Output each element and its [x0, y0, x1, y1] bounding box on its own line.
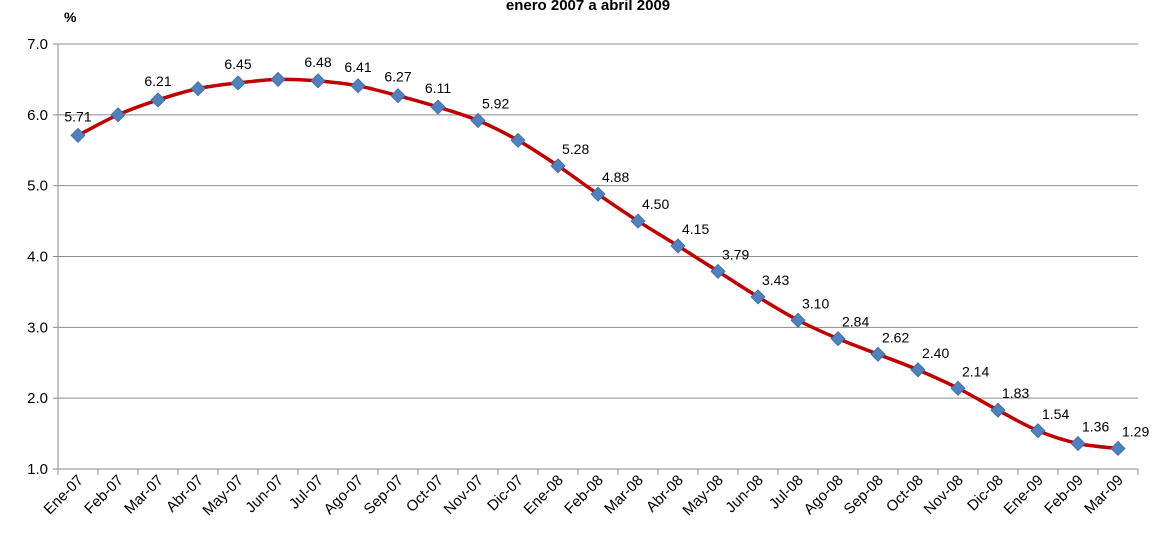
x-tick-label: Ene-07: [41, 472, 87, 518]
x-tick-label: Jun-07: [242, 472, 286, 516]
data-point-marker: [990, 402, 1006, 418]
data-label: 6.11: [425, 80, 451, 96]
data-point-marker: [950, 380, 966, 396]
data-point-marker: [1110, 440, 1126, 457]
x-tick-label: Mar-09: [1081, 472, 1127, 518]
data-label: 3.43: [762, 272, 789, 288]
chart-title: enero 2007 a abril 2009: [506, 0, 670, 14]
x-tick-label: May-07: [199, 472, 246, 519]
data-label: 1.29: [1122, 423, 1149, 439]
data-point-marker: [550, 158, 566, 174]
y-tick-label: 1.0: [27, 461, 48, 478]
x-tick-label: Ene-08: [521, 472, 567, 518]
x-tick-label: Mar-07: [121, 472, 167, 518]
x-tick-label: Ago-08: [801, 472, 847, 518]
data-point-marker: [670, 238, 686, 254]
data-point-marker: [350, 78, 366, 94]
y-tick-label: 5.0: [27, 178, 48, 195]
axes: [53, 43, 1139, 475]
x-tick-label: Sep-07: [361, 472, 407, 518]
data-point-marker: [70, 127, 86, 143]
data-label: 4.88: [602, 169, 629, 185]
data-label: 1.54: [1042, 406, 1069, 422]
data-label: 5.28: [562, 141, 589, 157]
data-label: 3.10: [802, 295, 829, 311]
data-label: 5.71: [64, 108, 91, 124]
x-tick-label: Feb-07: [81, 472, 127, 518]
y-axis-unit: %: [64, 9, 77, 25]
data-point-marker: [110, 107, 126, 123]
data-label: 3.79: [722, 246, 749, 262]
data-label: 6.41: [344, 59, 371, 75]
data-point-marker: [710, 263, 726, 279]
data-point-marker: [230, 75, 246, 91]
data-label: 5.92: [482, 96, 509, 112]
data-label: 1.36: [1082, 419, 1109, 435]
data-label: 2.84: [842, 314, 869, 330]
y-tick-label: 6.0: [27, 107, 48, 124]
x-tick-label: Dic-08: [964, 472, 1007, 515]
data-point-marker: [790, 312, 806, 328]
data-label: 6.21: [144, 73, 171, 89]
x-tick-label: Ago-07: [321, 472, 367, 518]
data-label: 6.27: [384, 69, 411, 85]
x-tick-label: Feb-09: [1041, 472, 1087, 518]
data-label: 2.14: [962, 363, 989, 379]
data-point-marker: [1030, 423, 1046, 439]
x-tick-label: Feb-08: [561, 472, 607, 518]
x-tick-label: May-08: [679, 472, 726, 519]
x-tick-label: Nov-08: [921, 472, 967, 518]
data-point-marker: [590, 186, 606, 202]
x-tick-label: Dic-07: [484, 472, 527, 515]
y-tick-labels: 1.0 2.0 3.0 4.0 5.0 6.0 7.0: [27, 36, 48, 478]
data-label: 4.50: [642, 196, 669, 212]
x-tick-label: Sep-08: [841, 472, 887, 518]
data-point-marker: [870, 346, 886, 362]
x-tick-label: Ene-09: [1001, 472, 1047, 518]
series-line: [77, 77, 1119, 451]
x-tick-label: Oct-08: [883, 472, 927, 516]
data-labels: 5.71 6.21 6.45 6.48 6.41 6.27 6.11 5.92 5.28 4.88…: [64, 54, 1149, 440]
y-tick-label: 4.0: [27, 249, 48, 266]
x-tick-label: Oct-07: [403, 472, 447, 516]
data-label: 6.48: [304, 54, 331, 70]
data-label: 2.40: [922, 345, 949, 361]
data-point-marker: [510, 132, 526, 148]
data-label: 1.83: [1002, 385, 1029, 401]
data-label: 6.45: [224, 56, 251, 72]
y-tick-label: 7.0: [27, 36, 48, 53]
gridlines: [58, 43, 1138, 399]
data-point-marker: [150, 92, 166, 108]
series-markers: [70, 71, 1126, 457]
data-point-marker: [750, 289, 766, 305]
data-point-marker: [910, 362, 926, 378]
y-tick-label: 3.0: [27, 319, 48, 336]
data-point-marker: [190, 81, 206, 97]
data-label: 4.15: [682, 221, 709, 237]
data-point-marker: [830, 331, 846, 347]
x-tick-label: Mar-08: [601, 472, 647, 518]
data-point-marker: [470, 112, 486, 129]
series-line-path: [77, 77, 1119, 451]
data-point-marker: [630, 213, 646, 229]
y-tick-label: 2.0: [27, 390, 48, 407]
data-point-marker: [270, 71, 286, 87]
x-tick-label: Nov-07: [441, 472, 487, 518]
data-point-marker: [390, 88, 406, 104]
data-point-marker: [430, 99, 446, 115]
data-point-marker: [1070, 435, 1086, 452]
data-label: 2.62: [882, 329, 909, 345]
data-point-marker: [310, 73, 326, 89]
x-tick-label: Jun-08: [722, 472, 766, 516]
